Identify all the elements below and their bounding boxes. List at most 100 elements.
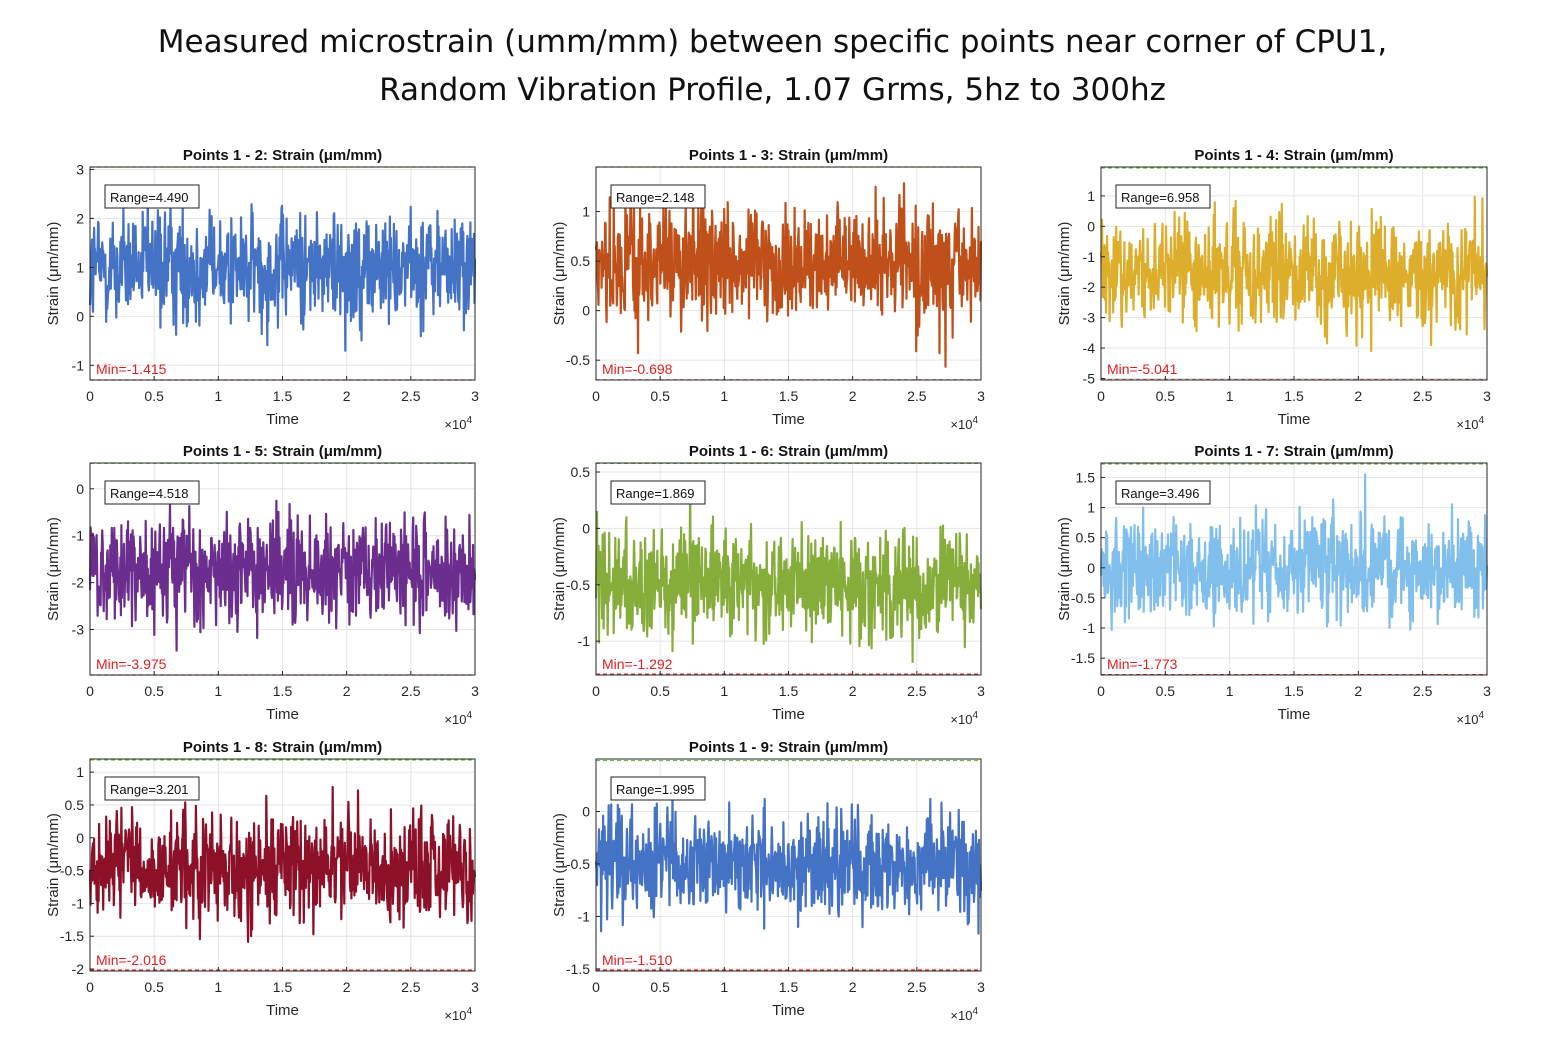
min-label: Min=-1.415: [96, 361, 167, 377]
y-tick-label: 0.5: [1076, 530, 1096, 546]
range-label: Range=4.490: [110, 190, 188, 205]
strain-signal-line: [596, 484, 981, 662]
x-tick-label: 2.5: [401, 979, 421, 995]
y-tick-label: -2: [72, 575, 85, 591]
min-label: Min=-2.016: [96, 952, 167, 968]
range-box: [1115, 480, 1211, 505]
range-box: [104, 480, 200, 505]
range-annotation: Range=1.995: [610, 776, 706, 801]
x-tick-label: 3: [1483, 388, 1491, 404]
y-tick-label: -1: [72, 357, 85, 373]
range-annotation: Range=6.958: [1115, 184, 1211, 209]
figure-title-line-2: Random Vibration Profile, 1.07 Grms, 5hz…: [379, 72, 1166, 108]
y-tick-label: -1.5: [1071, 650, 1095, 666]
strain-signal-line: [1101, 474, 1487, 630]
chart-title: Points 1 - 3: Strain (μm/mm): [689, 147, 888, 164]
range-box: [610, 776, 706, 801]
y-tick-label: 0.5: [571, 253, 591, 269]
x-axis-multiplier: ×104: [1456, 710, 1484, 727]
y-tick-label: 2: [76, 210, 84, 226]
min-label: Min=-1.773: [1107, 656, 1178, 672]
x-tick-label: 0: [592, 683, 600, 699]
y-tick-label: -5: [1083, 370, 1096, 386]
x-axis-multiplier: ×104: [1456, 415, 1484, 432]
x-tick-label: 0: [1097, 683, 1105, 699]
y-tick-label: -0.5: [566, 856, 590, 872]
y-axis-label: Strain (μm/mm): [551, 517, 568, 621]
figure-title-line-1: Measured microstrain (umm/mm) between sp…: [157, 24, 1388, 60]
x-tick-label: 2.5: [401, 388, 421, 404]
y-tick-label: 0: [582, 303, 590, 319]
x-tick-label: 0.5: [144, 683, 164, 699]
x-axis-multiplier: ×104: [950, 1006, 978, 1023]
x-tick-label: 1: [720, 683, 728, 699]
y-tick-label: -0.5: [566, 352, 590, 368]
y-axis-label: Strain (μm/mm): [45, 222, 62, 326]
range-label: Range=6.958: [1121, 190, 1199, 205]
y-tick-label: 1: [1087, 188, 1095, 204]
y-tick-label: -3: [72, 622, 85, 638]
x-tick-label: 0.5: [1156, 683, 1176, 699]
x-axis-label: Time: [266, 1002, 299, 1019]
chart-panel-5: 0 0.5 1 1.5 2 2.5 3 -1 -0.5 0 0.5 Points 1 - 6: Str…: [551, 443, 985, 727]
chart-title: Points 1 - 4: Strain (μm/mm): [1194, 147, 1393, 164]
y-tick-label: 1.5: [1076, 469, 1096, 485]
chart-title: Points 1 - 6: Strain (μm/mm): [689, 443, 888, 460]
chart-panel-2: 0 0.5 1 1.5 2 2.5 3 -0.5 0 0.5 1 Points 1 - 3: Stra…: [551, 147, 985, 432]
x-tick-label: 1: [214, 979, 222, 995]
x-tick-label: 3: [977, 683, 985, 699]
chart-panel-6: 0 0.5 1 1.5 2 2.5 3 -1.5 -1 -0.5 0 0.5 1 1.5 Points 1 …: [1056, 443, 1491, 727]
x-tick-label: 0.5: [650, 388, 670, 404]
range-annotation: Range=3.496: [1115, 480, 1211, 505]
range-annotation: Range=4.490: [104, 184, 200, 209]
x-tick-label: 0: [86, 388, 94, 404]
x-tick-label: 2: [343, 979, 351, 995]
x-tick-label: 1: [1226, 683, 1234, 699]
y-tick-label: 0.5: [571, 464, 591, 480]
chart-title: Points 1 - 7: Strain (μm/mm): [1194, 443, 1393, 460]
y-tick-label: -0.5: [1071, 590, 1095, 606]
x-tick-label: 1: [1226, 388, 1234, 404]
x-tick-label: 2.5: [1413, 388, 1433, 404]
x-tick-label: 0: [86, 979, 94, 995]
x-tick-label: 1.5: [779, 683, 799, 699]
y-tick-label: -4: [1083, 340, 1096, 356]
x-tick-label: 1.5: [1284, 388, 1304, 404]
range-box: [104, 184, 200, 209]
x-axis-multiplier: ×104: [950, 710, 978, 727]
x-axis-label: Time: [266, 706, 299, 723]
x-tick-label: 2: [343, 388, 351, 404]
y-tick-label: 0: [76, 308, 84, 324]
strain-signal-line: [90, 787, 475, 942]
y-tick-label: 1: [76, 764, 84, 780]
y-tick-label: -0.5: [60, 863, 84, 879]
x-tick-label: 3: [977, 979, 985, 995]
x-tick-label: 2.5: [907, 388, 927, 404]
range-annotation: Range=1.869: [610, 480, 706, 505]
range-annotation: Range=4.518: [104, 480, 200, 505]
y-axis-label: Strain (μm/mm): [1056, 222, 1073, 326]
y-axis-label: Strain (μm/mm): [551, 222, 568, 326]
x-tick-label: 2: [849, 979, 857, 995]
x-tick-label: 0: [592, 979, 600, 995]
range-box: [104, 776, 200, 801]
chart-title: Points 1 - 2: Strain (μm/mm): [183, 147, 382, 164]
y-tick-label: 1: [1087, 500, 1095, 516]
x-tick-label: 1: [720, 388, 728, 404]
x-axis-label: Time: [266, 411, 299, 428]
strain-signal-line: [596, 791, 981, 934]
chart-panel-7: 0 0.5 1 1.5 2 2.5 3 -2 -1.5 -1 -0.5 0 0.5 1 Points 1 -…: [45, 739, 479, 1023]
range-label: Range=3.496: [1121, 486, 1199, 501]
y-tick-label: -1.5: [60, 928, 84, 944]
min-label: Min=-1.510: [602, 952, 673, 968]
chart-title: Points 1 - 5: Strain (μm/mm): [183, 443, 382, 460]
y-tick-label: -1: [1083, 620, 1096, 636]
y-tick-label: 0: [1087, 218, 1095, 234]
x-tick-label: 1.5: [779, 979, 799, 995]
x-tick-label: 3: [977, 388, 985, 404]
range-label: Range=4.518: [110, 486, 188, 501]
range-label: Range=2.148: [616, 190, 694, 205]
y-tick-label: -1: [72, 895, 85, 911]
